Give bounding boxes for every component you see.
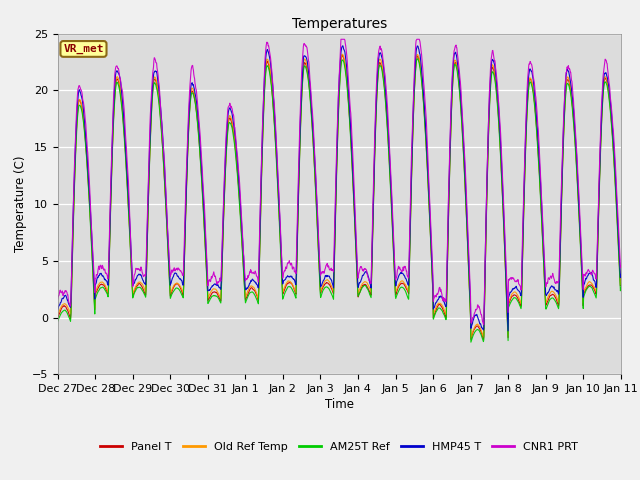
Y-axis label: Temperature (C): Temperature (C): [14, 156, 28, 252]
Text: VR_met: VR_met: [63, 44, 104, 54]
X-axis label: Time: Time: [324, 398, 354, 411]
Legend: Panel T, Old Ref Temp, AM25T Ref, HMP45 T, CNR1 PRT: Panel T, Old Ref Temp, AM25T Ref, HMP45 …: [96, 438, 582, 457]
Title: Temperatures: Temperatures: [292, 17, 387, 31]
